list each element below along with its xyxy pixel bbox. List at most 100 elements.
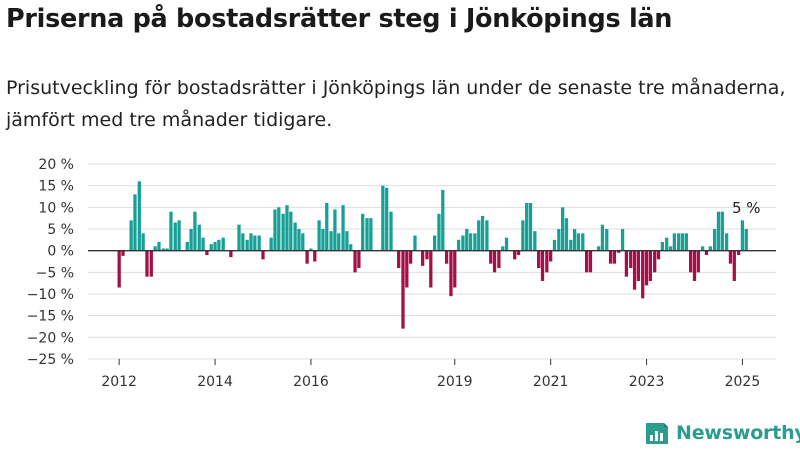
bar xyxy=(365,218,369,251)
bar xyxy=(744,229,748,251)
bar xyxy=(337,233,341,251)
bar xyxy=(201,237,205,251)
bar xyxy=(121,250,125,256)
bar xyxy=(333,209,337,251)
x-tick-label: 2025 xyxy=(725,374,761,390)
bar xyxy=(229,250,233,258)
bar xyxy=(477,220,481,251)
bar xyxy=(297,229,301,251)
bar xyxy=(525,203,529,251)
bar xyxy=(557,229,561,251)
bar xyxy=(185,242,189,251)
bar xyxy=(269,237,273,251)
bar xyxy=(405,250,409,288)
bar xyxy=(620,229,625,251)
bar xyxy=(453,250,457,288)
bar xyxy=(513,250,517,260)
bar xyxy=(629,250,633,268)
bar xyxy=(389,211,393,251)
bar xyxy=(569,239,573,251)
bar xyxy=(421,250,425,266)
bar xyxy=(217,239,221,251)
bar xyxy=(449,250,453,297)
bar xyxy=(576,233,581,251)
bar xyxy=(444,250,449,264)
bar xyxy=(441,190,445,251)
chart-subtitle: Prisutveckling för bostadsrätter i Jönkö… xyxy=(6,77,786,131)
bar xyxy=(213,242,217,251)
bar xyxy=(369,218,373,251)
bar xyxy=(540,250,545,281)
brand-name: Newsworthy xyxy=(676,422,800,444)
bar xyxy=(549,250,553,262)
bar xyxy=(129,220,133,251)
bar xyxy=(313,250,317,262)
bar xyxy=(465,229,469,251)
bar xyxy=(689,250,693,273)
chart-title: Priserna på bostadsrätter steg i Jönköpi… xyxy=(6,4,673,34)
bar xyxy=(701,246,705,251)
bar xyxy=(521,220,525,251)
bar xyxy=(461,235,465,251)
bar xyxy=(409,250,413,264)
bar xyxy=(153,246,157,251)
bar xyxy=(197,224,201,251)
bar xyxy=(732,250,736,281)
x-tick-label: 2019 xyxy=(437,374,473,390)
bar xyxy=(581,233,585,251)
bar xyxy=(644,250,649,286)
bar xyxy=(561,207,565,251)
bar xyxy=(677,233,681,251)
bar xyxy=(696,250,700,273)
bar xyxy=(617,250,621,253)
bar xyxy=(241,233,245,251)
bar xyxy=(564,218,569,251)
bar xyxy=(221,237,225,251)
bar-chart: 20 % 15 % 10 % 5 % 0 % −5 % −10 % −15 % −20 % −25… xyxy=(27,157,776,390)
bar xyxy=(345,231,349,251)
x-tick-label: 2023 xyxy=(629,374,665,390)
bar xyxy=(321,229,325,251)
bar xyxy=(425,250,429,260)
x-tick-label: 2012 xyxy=(101,374,137,390)
bar xyxy=(641,250,645,299)
y-tick-label: 15 % xyxy=(38,179,74,195)
bar xyxy=(456,239,461,251)
bar xyxy=(137,181,141,251)
bar xyxy=(289,211,293,251)
y-tick-label: 5 % xyxy=(47,222,74,238)
bar xyxy=(293,222,297,251)
y-tick-label: −5 % xyxy=(36,265,74,281)
bar xyxy=(249,233,253,251)
bar xyxy=(341,205,345,251)
bar xyxy=(724,233,729,251)
bar xyxy=(665,237,669,251)
x-tick-label: 2014 xyxy=(197,374,233,390)
bar xyxy=(608,250,613,264)
axes xyxy=(88,250,776,365)
y-tick-label: −20 % xyxy=(27,330,74,346)
bar xyxy=(145,250,149,277)
bar xyxy=(485,220,489,251)
bar xyxy=(141,233,145,251)
bar xyxy=(285,205,289,251)
bar xyxy=(584,250,589,273)
bar xyxy=(728,250,733,264)
bar xyxy=(504,237,509,251)
bar xyxy=(157,242,161,251)
bar xyxy=(624,250,629,277)
y-tick-label: 20 % xyxy=(38,157,74,173)
bar xyxy=(736,250,741,255)
bar xyxy=(413,235,417,251)
bar xyxy=(161,248,165,251)
bar xyxy=(273,209,277,251)
bar xyxy=(209,244,213,251)
bar xyxy=(537,250,541,268)
bar xyxy=(401,250,405,329)
bar xyxy=(600,224,605,251)
y-tick-label: 10 % xyxy=(38,200,74,216)
bar xyxy=(361,213,365,251)
bar xyxy=(648,250,653,281)
y-tick-label: −25 % xyxy=(27,352,74,368)
bar xyxy=(612,250,617,264)
